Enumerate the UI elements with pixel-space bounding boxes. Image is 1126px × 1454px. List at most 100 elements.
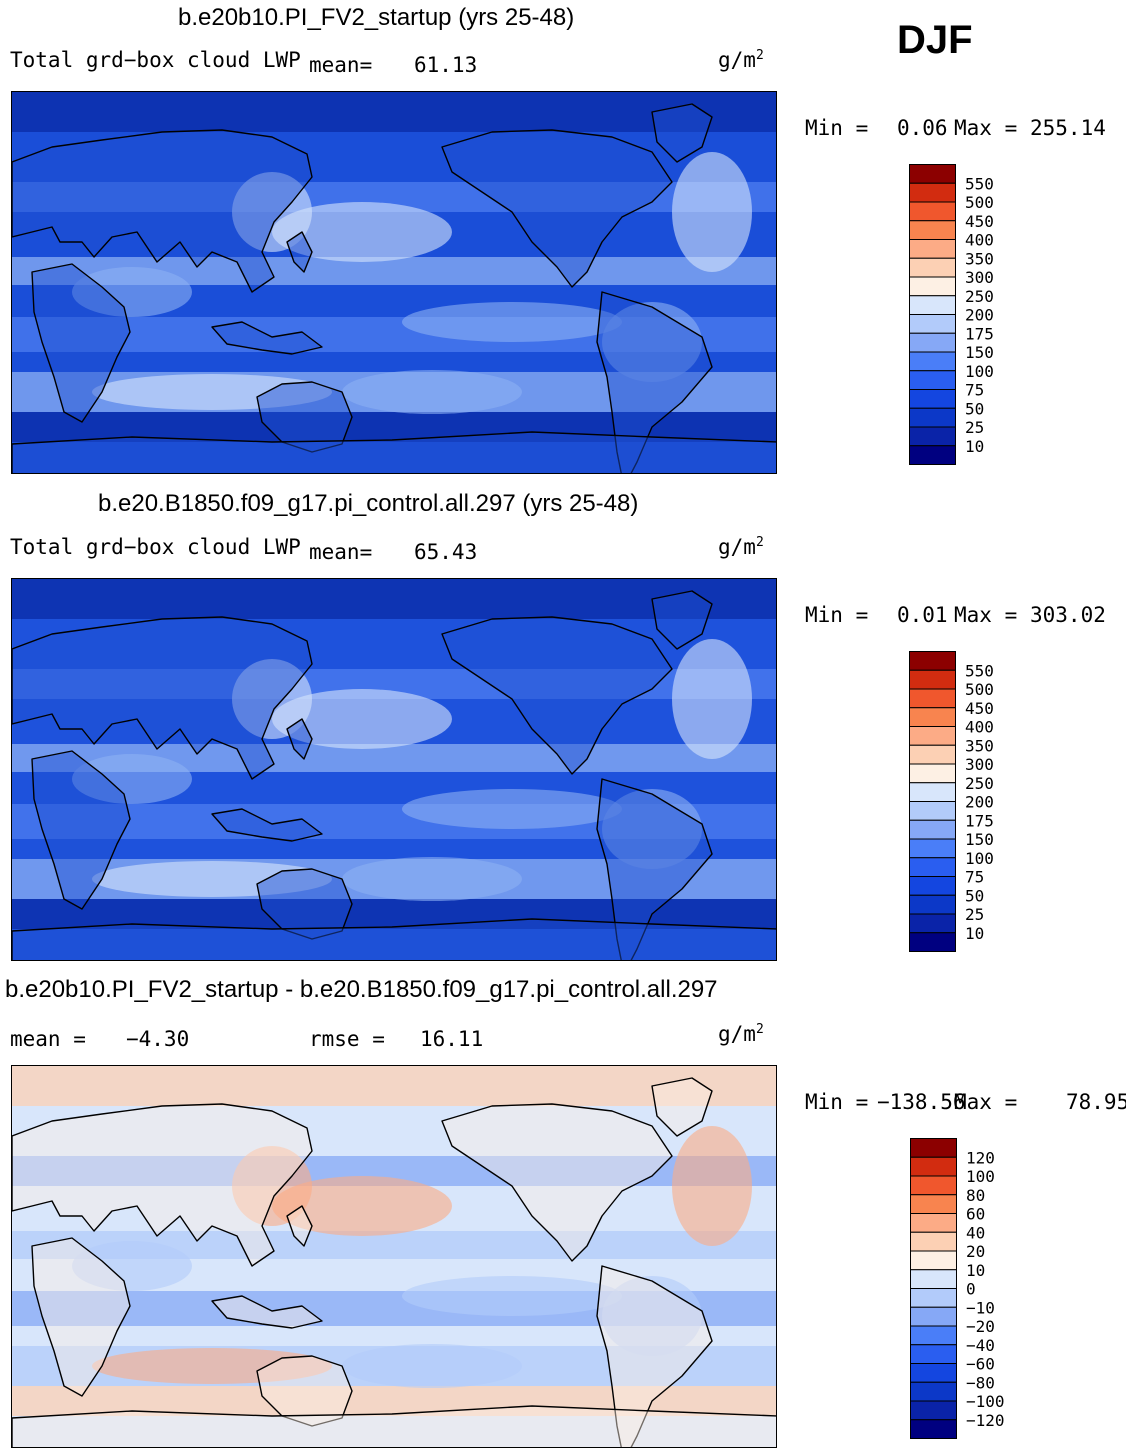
colorbar-swatch (909, 819, 956, 840)
colorbar-swatch (910, 1231, 957, 1252)
coastline-namerica (441, 129, 673, 288)
panel-1-max-label: Max = (954, 116, 1018, 140)
colorbar-level-label: −10 (966, 1298, 995, 1317)
field-blob (272, 689, 452, 749)
colorbar-level-label: 350 (965, 736, 994, 755)
panel-2-min-label: Min = (805, 603, 869, 627)
field-blob (672, 639, 752, 759)
colorbar-level-label: 550 (965, 174, 994, 193)
panel-2-units: g/m2 (718, 535, 764, 559)
colorbar-level-label: 300 (965, 755, 994, 774)
colorbar-swatch (910, 1194, 957, 1214)
panel-3-min-label: Min = (805, 1090, 869, 1114)
colorbar-level-label: 450 (965, 699, 994, 718)
map-svg (12, 92, 776, 473)
panel-3-max-label: Max = (954, 1090, 1018, 1114)
field-blob (672, 1126, 752, 1246)
colorbar-swatch (910, 1325, 957, 1346)
colorbar-level-label: 40 (966, 1223, 985, 1242)
colorbar-swatch (909, 726, 956, 746)
colorbar-swatch (910, 1175, 957, 1196)
colorbar-swatch (909, 857, 956, 877)
colorbar-swatch (909, 239, 956, 259)
colorbar-level-label: 120 (966, 1148, 995, 1167)
coastline-greenland (651, 1077, 713, 1137)
colorbar-swatch (910, 1138, 957, 1158)
coastline-africa (31, 1237, 131, 1397)
coastline-samerica (596, 1265, 713, 1447)
field-blob (232, 1146, 312, 1226)
colorbar-level-label: 200 (965, 793, 994, 812)
field-blob (232, 659, 312, 739)
panel-1-mean-value: 61.13 (414, 53, 478, 77)
colorbar-swatch (909, 838, 956, 859)
coastline-indonesia (211, 1295, 323, 1329)
colorbar-swatch (909, 932, 956, 952)
panel-3-rmse-label: rmse = (309, 1027, 385, 1051)
colorbar-level-label: 10 (965, 924, 984, 943)
panel-1-min-label: Min = (805, 116, 869, 140)
field-blob (232, 172, 312, 252)
colorbar-swatch (910, 1250, 957, 1271)
panel-3-units: g/m2 (718, 1022, 764, 1046)
panel-2-variable: Total grd−box cloud LWP (10, 535, 301, 559)
colorbar-swatch (910, 1213, 957, 1233)
coastline-australia (256, 1355, 353, 1427)
colorbar-swatch (909, 314, 956, 334)
colorbar-swatch (909, 370, 956, 390)
colorbar-level-label: 50 (965, 399, 984, 418)
panel-1-map (11, 91, 777, 474)
colorbar-swatch (909, 445, 956, 465)
panel-1-min-value: 0.06 (897, 116, 948, 140)
panel-3-map (11, 1065, 777, 1448)
field-blob (402, 789, 622, 829)
map-svg (12, 579, 776, 960)
panel-3-mean-label: mean = (10, 1027, 86, 1051)
panel-2-mean-label: mean= (309, 540, 373, 564)
field-blob (342, 857, 522, 901)
panel-1-max-value: 255.14 (1030, 116, 1106, 140)
field-band (12, 579, 776, 619)
colorbar-swatch (910, 1306, 957, 1327)
coastline-japan (286, 1205, 313, 1247)
panel-2-min-value: 0.01 (897, 603, 948, 627)
colorbar-swatch (909, 876, 956, 896)
field-blob (342, 1344, 522, 1388)
colorbar-level-label: −80 (966, 1373, 995, 1392)
panel-3-max-value: 78.95 (1066, 1090, 1126, 1114)
colorbar-swatch (909, 913, 956, 934)
colorbar-level-label: 10 (966, 1261, 985, 1280)
colorbar-swatch (910, 1400, 957, 1421)
panel-3-min-value: −138.56 (877, 1090, 966, 1114)
colorbar-swatch (909, 220, 956, 240)
colorbar-level-label: 20 (966, 1242, 985, 1261)
colorbar-swatch (909, 295, 956, 315)
colorbar-level-label: 550 (965, 661, 994, 680)
coastline-antarctica (12, 431, 776, 473)
coastline-eurasia (12, 616, 313, 780)
panel-1-colorbar: 10 25 50 75 100 150 175 200 250 300 350 400 450 500 55… (909, 164, 1009, 466)
colorbar-level-label: 350 (965, 249, 994, 268)
colorbar-level-label: 400 (965, 718, 994, 737)
field-blob (672, 152, 752, 272)
colorbar-level-label: 250 (965, 774, 994, 793)
colorbar-level-label: 80 (966, 1186, 985, 1205)
colorbar-level-label: 250 (965, 287, 994, 306)
colorbar-swatch (909, 164, 956, 184)
field-blob (402, 1276, 622, 1316)
coastline-namerica (441, 616, 673, 775)
field-blob (92, 861, 332, 897)
colorbar-swatch (909, 669, 956, 690)
colorbar-level-label: 75 (965, 868, 984, 887)
colorbar-swatch (909, 351, 956, 372)
panel-3-rmse-value: 16.11 (420, 1027, 484, 1051)
colorbar-swatch (909, 182, 956, 203)
colorbar-level-label: −40 (966, 1336, 995, 1355)
colorbar-level-label: 100 (965, 849, 994, 868)
colorbar-swatch (909, 389, 956, 409)
colorbar-swatch (909, 744, 956, 765)
coastline-eurasia (12, 129, 313, 293)
coastline-japan (286, 231, 313, 273)
colorbar-swatch (909, 407, 956, 428)
